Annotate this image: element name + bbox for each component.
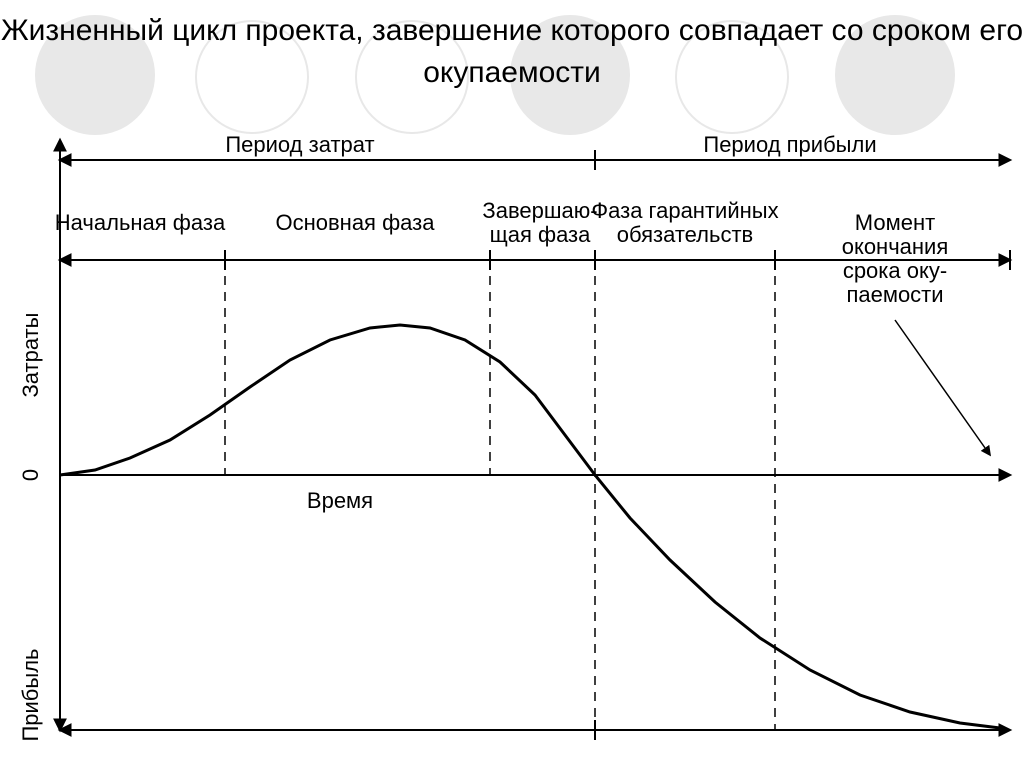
svg-text:Затраты: Затраты	[18, 313, 43, 398]
svg-text:Основная фаза: Основная фаза	[275, 210, 435, 235]
svg-text:0: 0	[18, 469, 43, 481]
lifecycle-chart: Прибыль 0 Затраты Время Период затрат Период …	[0, 130, 1024, 750]
svg-text:Время: Время	[307, 488, 373, 513]
svg-text:Прибыль: Прибыль	[18, 648, 43, 741]
svg-text:Фаза гарантийных: Фаза гарантийных	[591, 198, 778, 223]
svg-text:щая фаза: щая фаза	[490, 222, 592, 247]
svg-text:Начальная фаза: Начальная фаза	[55, 210, 226, 235]
svg-text:Момент: Момент	[855, 210, 935, 235]
chart-svg: Прибыль 0 Затраты Время Период затрат Период …	[0, 130, 1024, 750]
svg-text:Период прибыли: Период прибыли	[703, 132, 876, 157]
svg-text:паемости: паемости	[846, 282, 943, 307]
slide: Жизненный цикл проекта, завершение котор…	[0, 0, 1024, 768]
svg-text:Завершаю-: Завершаю-	[482, 198, 597, 223]
svg-text:обязательств: обязательств	[617, 222, 754, 247]
svg-text:Период затрат: Период затрат	[225, 132, 374, 157]
svg-text:срока оку-: срока оку-	[843, 258, 947, 283]
svg-text:окончания: окончания	[842, 234, 949, 259]
slide-title: Жизненный цикл проекта, завершение котор…	[0, 10, 1024, 94]
